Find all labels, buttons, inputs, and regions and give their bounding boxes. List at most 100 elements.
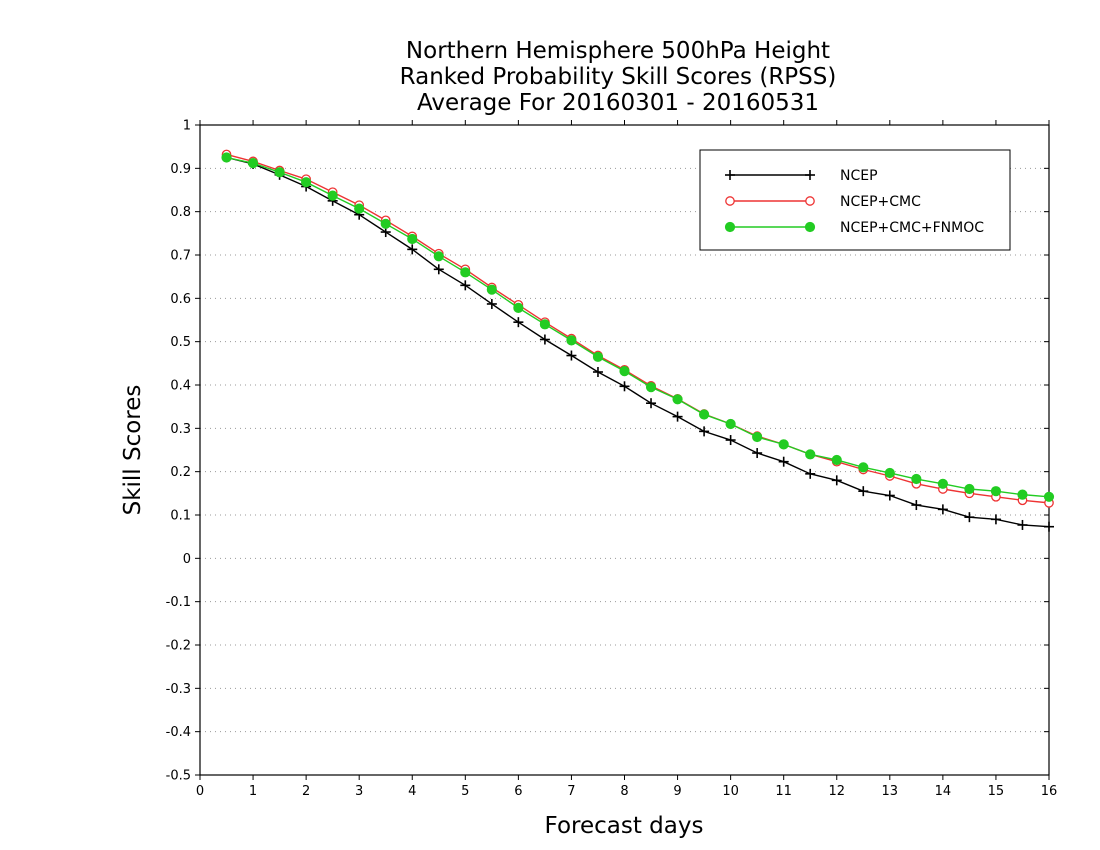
data-point xyxy=(804,221,816,233)
data-point xyxy=(884,467,895,479)
data-point xyxy=(274,167,285,178)
series-ncep-cmc-fnmoc xyxy=(221,152,1055,502)
y-tick-label: -0.4 xyxy=(166,725,191,740)
data-point xyxy=(964,512,975,523)
legend-entry: NCEP xyxy=(725,168,878,184)
y-tick-label: -0.3 xyxy=(166,682,191,697)
x-tick-label: 7 xyxy=(567,784,575,799)
x-tick-label: 5 xyxy=(461,784,469,799)
x-axis-ticks: 0 1 2 3 4 5 6 7 8 9 10 11 12 13 14 15 16 xyxy=(196,120,1057,799)
legend-entry: NCEP+CMC xyxy=(725,194,921,210)
legend-box xyxy=(699,149,1011,251)
data-point xyxy=(433,251,444,262)
data-point xyxy=(778,439,789,450)
data-point xyxy=(566,350,577,361)
data-point xyxy=(672,394,683,405)
gridlines xyxy=(200,167,1049,733)
chart-title: Northern Hemisphere 500hPa Height Ranked… xyxy=(400,38,837,116)
data-point xyxy=(380,218,391,229)
x-tick-label: 3 xyxy=(355,784,363,799)
y-tick-label: 0.1 xyxy=(170,509,191,524)
data-point xyxy=(433,264,444,275)
legend-label: NCEP+CMC+FNMOC xyxy=(840,220,984,236)
data-point xyxy=(725,170,735,180)
data-point xyxy=(407,244,418,255)
y-tick-label: 0.9 xyxy=(170,162,191,177)
data-point xyxy=(752,448,763,459)
series-line xyxy=(226,156,1050,528)
data-point xyxy=(619,366,630,377)
data-point xyxy=(725,196,735,206)
data-point xyxy=(911,473,922,485)
chart-title-line-1: Northern Hemisphere 500hPa Height xyxy=(406,38,830,64)
data-point xyxy=(327,190,338,201)
data-point xyxy=(301,177,312,188)
data-point xyxy=(699,426,710,437)
y-tick-label: 1 xyxy=(183,119,191,134)
x-tick-label: 1 xyxy=(249,784,257,799)
y-axis-ticks: -0.5 -0.4 -0.3 -0.2 -0.1 0 0.1 0.2 0.3 0.4 0.5 0.6 0… xyxy=(166,119,1049,784)
x-tick-label: 10 xyxy=(722,784,739,799)
series-ncep xyxy=(221,152,1054,532)
data-point xyxy=(1017,519,1028,530)
x-tick-label: 6 xyxy=(514,784,522,799)
data-point xyxy=(1043,491,1055,502)
data-point xyxy=(831,454,842,466)
data-point xyxy=(513,317,524,328)
x-tick-label: 0 xyxy=(196,784,204,799)
legend-label: NCEP xyxy=(840,168,878,184)
data-point xyxy=(672,411,683,422)
data-point xyxy=(221,152,232,163)
data-point xyxy=(646,398,657,409)
data-point xyxy=(566,335,577,346)
data-point xyxy=(486,284,497,295)
data-point xyxy=(1017,489,1028,500)
data-point xyxy=(884,490,895,501)
data-point xyxy=(831,475,842,486)
y-tick-label: 0.4 xyxy=(170,379,191,394)
data-point xyxy=(460,267,471,278)
data-point xyxy=(698,409,710,420)
data-point xyxy=(990,486,1002,497)
x-tick-label: 4 xyxy=(408,784,416,799)
data-point xyxy=(513,302,524,313)
x-tick-label: 2 xyxy=(302,784,310,799)
data-point xyxy=(619,381,630,392)
data-point xyxy=(778,456,789,467)
chart-title-line-2: Ranked Probability Skill Scores (RPSS) xyxy=(400,64,837,90)
y-tick-label: -0.1 xyxy=(166,595,191,610)
y-tick-label: 0.8 xyxy=(170,205,191,220)
y-tick-label: 0.2 xyxy=(170,465,191,480)
data-point xyxy=(937,504,948,515)
data-point xyxy=(1044,521,1054,532)
y-tick-label: 0.3 xyxy=(170,422,191,437)
y-tick-label: 0.5 xyxy=(170,335,191,350)
data-point xyxy=(990,514,1001,525)
y-tick-label: 0 xyxy=(183,552,191,567)
data-point xyxy=(805,170,815,180)
data-point xyxy=(725,418,736,430)
x-tick-label: 16 xyxy=(1041,784,1058,799)
data-point xyxy=(539,334,550,345)
data-point xyxy=(858,486,869,497)
legend: NCEP NCEP+CMC NCEP+CMC+FNMOC xyxy=(699,149,1011,251)
data-point xyxy=(460,280,471,291)
data-point xyxy=(592,367,603,377)
data-point xyxy=(724,221,736,233)
y-axis-label: Skill Scores xyxy=(120,385,146,516)
data-point xyxy=(964,483,975,495)
data-point xyxy=(592,351,604,362)
data-point xyxy=(486,298,497,309)
y-tick-label: -0.5 xyxy=(166,769,191,784)
data-point xyxy=(805,449,816,460)
data-point xyxy=(645,382,657,393)
data-point xyxy=(354,203,365,214)
legend-entry: NCEP+CMC+FNMOC xyxy=(724,220,984,236)
x-tick-label: 12 xyxy=(828,784,845,799)
data-point xyxy=(858,462,869,473)
x-tick-label: 13 xyxy=(882,784,899,799)
x-axis-label: Forecast days xyxy=(545,813,704,839)
y-tick-label: 0.6 xyxy=(170,292,191,307)
